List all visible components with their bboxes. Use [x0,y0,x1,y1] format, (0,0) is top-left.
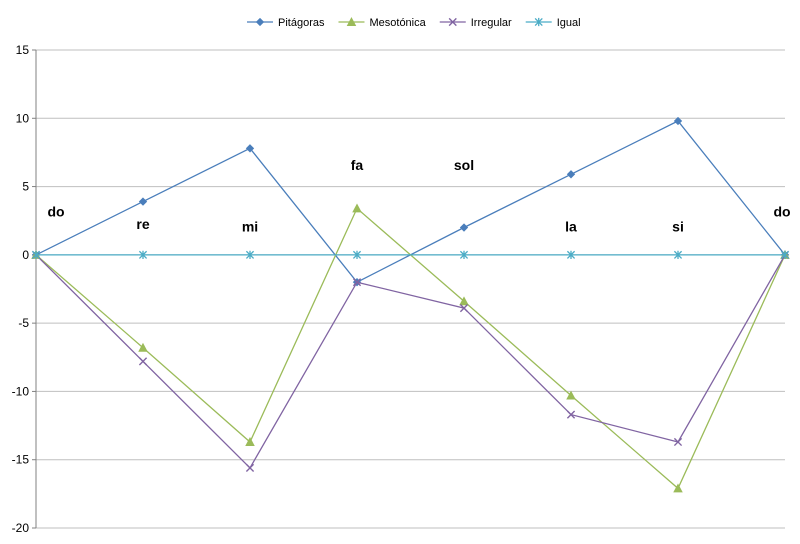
series-line [35,120,786,284]
data-point [780,250,790,259]
series-line [35,207,786,490]
legend-label: Igual [557,17,581,29]
legend-item: Pitágoras [247,17,325,29]
data-point [352,203,362,213]
data-point [566,410,576,419]
grid-lines [36,49,785,529]
note-label: mi [242,219,258,235]
note-label: la [565,219,577,235]
data-point [448,17,457,27]
data-point [138,197,148,206]
legend-item: Mesotónica [338,17,427,29]
series-group [31,116,790,493]
data-point [31,250,41,259]
axes [32,49,37,529]
data-point [566,170,576,179]
data-point [352,278,362,287]
y-axis-tick-labels: 15 10 5 0 -5 -10 -15 -20 [12,43,30,535]
data-point [673,483,683,493]
y-tick-label: -15 [12,453,30,467]
data-point [673,116,683,126]
series-mesotónica [31,203,790,493]
data-point [245,437,255,446]
legend: Pitágoras Mesotónica Irregular Igual [247,17,581,29]
data-point [352,250,362,259]
data-point [346,17,357,27]
data-point [138,342,148,352]
data-point [138,250,148,259]
legend-item: Irregular [439,17,512,29]
data-point [459,250,469,259]
data-point [673,250,683,259]
series-pitágoras [31,116,790,287]
data-point [245,250,255,259]
data-point [245,144,255,153]
y-tick-label: -5 [18,316,29,330]
legend-label: Pitágoras [278,17,325,29]
note-labels: do re mi fa sol la si do [47,157,790,234]
data-point [459,304,469,313]
note-label: fa [351,157,364,173]
series-igual [31,250,790,259]
data-point [534,17,543,27]
note-label: do [47,204,64,220]
y-tick-label: 5 [22,180,29,194]
y-tick-label: 0 [22,248,29,262]
data-point [459,223,469,232]
y-tick-label: 10 [16,111,30,125]
legend-label: Irregular [471,17,512,29]
series-line [35,254,786,469]
data-point [673,437,683,447]
legend-label: Mesotónica [369,17,426,29]
note-label: do [773,204,790,220]
data-point [245,463,255,473]
note-label: si [672,219,684,235]
data-point [255,17,265,27]
note-label: re [136,216,149,232]
legend-item: Igual [525,17,581,29]
y-tick-label: -10 [12,384,30,398]
data-point [566,390,576,400]
y-tick-label: 15 [16,43,30,57]
y-tick-label: -20 [12,521,30,535]
data-point [566,250,576,259]
series-irregular [31,250,790,473]
data-point [459,296,469,306]
note-label: sol [454,157,474,173]
data-point [138,357,148,366]
